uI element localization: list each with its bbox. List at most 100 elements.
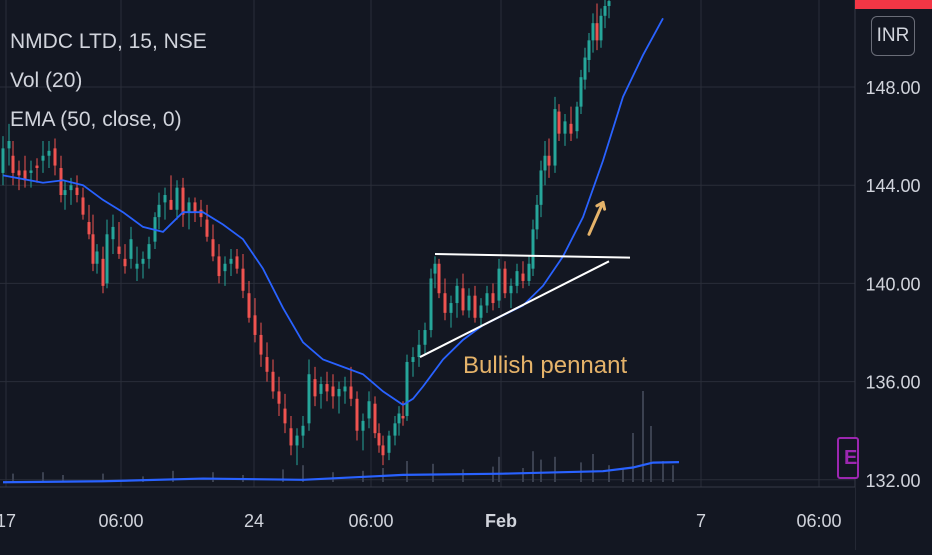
candle — [411, 347, 415, 377]
candle — [111, 214, 115, 254]
price-axis[interactable]: 148.00 144.00 140.00 136.00 132.00 — [854, 0, 932, 550]
candle — [599, 8, 603, 48]
candle — [449, 295, 453, 328]
candle — [11, 141, 15, 186]
volume-bar — [42, 472, 44, 482]
chart-legend: NMDC LTD, 15, NSE Vol (20) EMA (50, clos… — [10, 22, 207, 139]
candle — [337, 381, 341, 414]
candle — [217, 244, 221, 284]
volume-bar — [12, 473, 14, 482]
candle — [265, 342, 269, 382]
time-tick-label: 7 — [696, 511, 706, 531]
volume-bar — [554, 456, 556, 482]
volume-bar — [540, 459, 542, 482]
candle — [515, 263, 519, 294]
candle — [607, 0, 611, 19]
candle — [247, 280, 251, 323]
candle — [211, 224, 215, 262]
time-axis[interactable]: 17 06:00 24 06:00 Feb 7 06:00 — [0, 486, 855, 550]
trendline — [419, 260, 610, 358]
candle — [63, 180, 67, 210]
candle — [81, 187, 85, 220]
candle — [503, 261, 507, 299]
candle — [101, 246, 105, 294]
candle — [603, 0, 607, 29]
volume-bar — [642, 391, 644, 482]
candle — [583, 47, 587, 90]
volume-bar — [608, 465, 610, 482]
candle — [129, 226, 133, 269]
candle — [553, 96, 557, 173]
candle — [443, 278, 447, 321]
candle — [373, 396, 377, 439]
candle — [579, 69, 583, 115]
candle — [29, 160, 33, 188]
volume-bar — [406, 461, 408, 482]
bullish-pennant-label[interactable]: Bullish pennant — [463, 352, 627, 379]
candle — [157, 192, 161, 230]
candle — [35, 158, 39, 183]
grid-lines — [0, 0, 855, 487]
volume-bar — [102, 473, 104, 482]
candle — [497, 258, 501, 308]
candle — [75, 175, 79, 203]
volume-bar — [592, 454, 594, 482]
volume-bar — [62, 475, 64, 482]
candle — [259, 322, 263, 367]
volume-bar — [302, 465, 304, 482]
candle — [53, 138, 57, 176]
candle — [117, 222, 121, 259]
candle — [331, 374, 335, 409]
candle — [595, 3, 599, 51]
candle — [17, 160, 21, 191]
candle — [539, 160, 543, 218]
price-tick-label: 136.00 — [865, 373, 920, 393]
volume-indicator-label[interactable]: Vol (20) — [10, 69, 83, 92]
candle — [181, 177, 185, 227]
candle — [229, 249, 233, 277]
candle — [169, 175, 173, 210]
time-tick-label: 06:00 — [348, 511, 393, 531]
symbol-title[interactable]: NMDC LTD, 15, NSE — [10, 30, 207, 53]
price-tick-label: 148.00 — [865, 78, 920, 98]
earnings-event-badge[interactable]: E — [837, 437, 859, 479]
indicator-lines — [2, 17, 680, 484]
candle — [397, 406, 401, 436]
candle — [461, 273, 465, 316]
volume-bar — [172, 470, 174, 482]
candle — [429, 268, 433, 338]
candle — [381, 435, 385, 466]
ema-indicator-label[interactable]: EMA (50, close, 0) — [10, 108, 182, 131]
candle — [277, 376, 281, 416]
candle — [289, 415, 293, 456]
volume-bar — [212, 472, 214, 482]
candle — [205, 204, 209, 242]
candle — [1, 136, 5, 186]
candle — [433, 256, 437, 289]
candle — [569, 106, 573, 142]
candle — [87, 204, 91, 240]
candle — [491, 283, 495, 311]
candle — [141, 251, 145, 279]
time-tick-label: 06:00 — [98, 511, 143, 531]
candle — [235, 249, 239, 274]
volume-bar — [332, 472, 334, 482]
up-arrow-icon — [587, 200, 607, 236]
volume-bar — [282, 469, 284, 482]
volume-bar — [662, 461, 664, 482]
candle — [367, 391, 371, 429]
candle — [473, 285, 477, 323]
currency-button[interactable]: INR — [871, 16, 915, 56]
candle — [377, 423, 381, 453]
volume-bar — [632, 433, 634, 482]
candle — [387, 430, 391, 461]
candle — [437, 258, 441, 299]
candle — [535, 195, 539, 240]
candle — [271, 359, 275, 399]
volume-bar — [432, 463, 434, 482]
trendline — [434, 252, 631, 259]
last-price-flag — [855, 0, 932, 9]
pattern-drawings[interactable] — [419, 200, 631, 358]
